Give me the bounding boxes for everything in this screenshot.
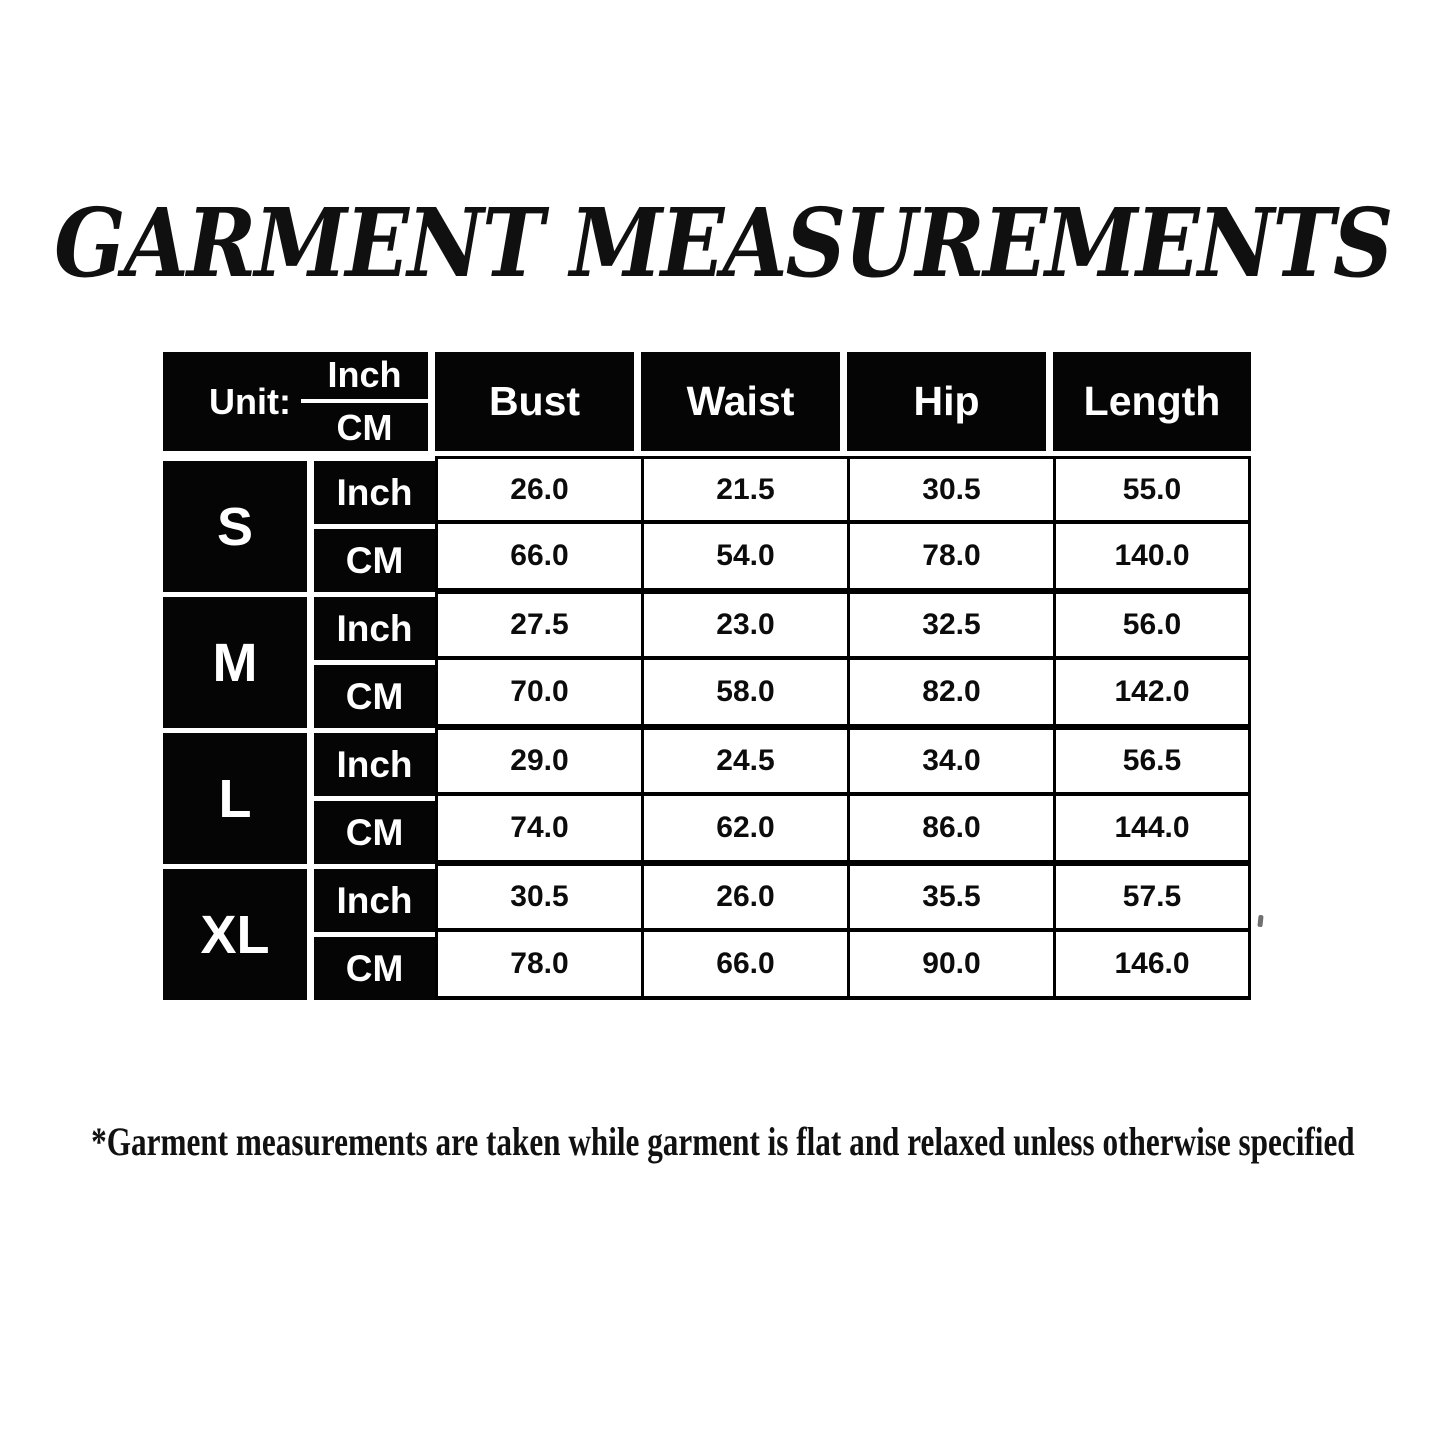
size-group-body: Inch 26.0 21.5 30.5 55.0 CM 66.0 54.0 78… bbox=[314, 456, 1251, 592]
length-value: 146.0 bbox=[1053, 932, 1251, 1000]
unit-option-cm: CM bbox=[336, 407, 393, 448]
hip-value: 32.5 bbox=[847, 592, 1053, 660]
length-value: 142.0 bbox=[1053, 660, 1251, 728]
unit-cell: CM bbox=[314, 660, 435, 728]
hip-value: 82.0 bbox=[847, 660, 1053, 728]
column-header-waist: Waist bbox=[641, 352, 847, 456]
garment-measurements-table: Unit: Inch CM Bust Waist Hip Length S In… bbox=[163, 352, 1251, 1000]
table-row-l-cm: CM 74.0 62.0 86.0 144.0 bbox=[314, 796, 1251, 864]
waist-value: 62.0 bbox=[641, 796, 847, 864]
unit-fraction: Inch CM bbox=[300, 356, 428, 448]
unit-cell: Inch bbox=[314, 456, 435, 524]
footnote: *Garment measurements are taken while ga… bbox=[0, 1106, 1445, 1176]
length-value: 57.5 bbox=[1053, 864, 1251, 932]
stray-mark bbox=[1257, 914, 1264, 928]
size-group-s: S Inch 26.0 21.5 30.5 55.0 CM 66.0 54.0 … bbox=[163, 456, 1251, 592]
unit-cell: Inch bbox=[314, 864, 435, 932]
unit-cell: CM bbox=[314, 932, 435, 1000]
bust-value: 29.0 bbox=[435, 728, 641, 796]
size-group-body: Inch 29.0 24.5 34.0 56.5 CM 74.0 62.0 86… bbox=[314, 728, 1251, 864]
unit-cell: CM bbox=[314, 796, 435, 864]
unit-cell: Inch bbox=[314, 592, 435, 660]
size-group-body: Inch 27.5 23.0 32.5 56.0 CM 70.0 58.0 82… bbox=[314, 592, 1251, 728]
waist-value: 23.0 bbox=[641, 592, 847, 660]
length-value: 55.0 bbox=[1053, 456, 1251, 524]
size-cell-s: S bbox=[163, 456, 314, 592]
table-row-m-inch: Inch 27.5 23.0 32.5 56.0 bbox=[314, 592, 1251, 660]
hip-value: 78.0 bbox=[847, 524, 1053, 592]
waist-value: 66.0 bbox=[641, 932, 847, 1000]
bust-value: 27.5 bbox=[435, 592, 641, 660]
bust-value: 78.0 bbox=[435, 932, 641, 1000]
unit-cell: CM bbox=[314, 524, 435, 592]
column-header-bust: Bust bbox=[435, 352, 641, 456]
footnote-text: *Garment measurements are taken while ga… bbox=[90, 1118, 1355, 1164]
page-title-text: GARMENT MEASUREMENTS bbox=[53, 187, 1393, 299]
page-title: GARMENT MEASUREMENTS bbox=[0, 187, 1445, 299]
size-cell-l: L bbox=[163, 728, 314, 864]
bust-value: 66.0 bbox=[435, 524, 641, 592]
unit-cell: Inch bbox=[314, 728, 435, 796]
bust-value: 30.5 bbox=[435, 864, 641, 932]
size-cell-m: M bbox=[163, 592, 314, 728]
size-group-body: Inch 30.5 26.0 35.5 57.5 CM 78.0 66.0 90… bbox=[314, 864, 1251, 1000]
length-value: 140.0 bbox=[1053, 524, 1251, 592]
bust-value: 26.0 bbox=[435, 456, 641, 524]
hip-value: 86.0 bbox=[847, 796, 1053, 864]
size-group-l: L Inch 29.0 24.5 34.0 56.5 CM 74.0 62.0 … bbox=[163, 728, 1251, 864]
hip-value: 90.0 bbox=[847, 932, 1053, 1000]
waist-value: 21.5 bbox=[641, 456, 847, 524]
waist-value: 58.0 bbox=[641, 660, 847, 728]
bust-value: 74.0 bbox=[435, 796, 641, 864]
length-value: 56.5 bbox=[1053, 728, 1251, 796]
table-header-row: Unit: Inch CM Bust Waist Hip Length bbox=[163, 352, 1251, 456]
length-value: 144.0 bbox=[1053, 796, 1251, 864]
waist-value: 26.0 bbox=[641, 864, 847, 932]
table-row-s-inch: Inch 26.0 21.5 30.5 55.0 bbox=[314, 456, 1251, 524]
size-group-xl: XL Inch 30.5 26.0 35.5 57.5 CM 78.0 66.0… bbox=[163, 864, 1251, 1000]
unit-option-inch: Inch bbox=[300, 356, 428, 403]
table-row-xl-inch: Inch 30.5 26.0 35.5 57.5 bbox=[314, 864, 1251, 932]
hip-value: 35.5 bbox=[847, 864, 1053, 932]
waist-value: 54.0 bbox=[641, 524, 847, 592]
hip-value: 30.5 bbox=[847, 456, 1053, 524]
column-header-length: Length bbox=[1053, 352, 1251, 456]
waist-value: 24.5 bbox=[641, 728, 847, 796]
size-cell-xl: XL bbox=[163, 864, 314, 1000]
table-row-m-cm: CM 70.0 58.0 82.0 142.0 bbox=[314, 660, 1251, 728]
table-row-s-cm: CM 66.0 54.0 78.0 140.0 bbox=[314, 524, 1251, 592]
unit-header-cell: Unit: Inch CM bbox=[163, 352, 435, 456]
hip-value: 34.0 bbox=[847, 728, 1053, 796]
length-value: 56.0 bbox=[1053, 592, 1251, 660]
column-header-hip: Hip bbox=[847, 352, 1053, 456]
table-row-l-inch: Inch 29.0 24.5 34.0 56.5 bbox=[314, 728, 1251, 796]
unit-label: Unit: bbox=[209, 380, 291, 422]
size-group-m: M Inch 27.5 23.0 32.5 56.0 CM 70.0 58.0 … bbox=[163, 592, 1251, 728]
bust-value: 70.0 bbox=[435, 660, 641, 728]
table-row-xl-cm: CM 78.0 66.0 90.0 146.0 bbox=[314, 932, 1251, 1000]
